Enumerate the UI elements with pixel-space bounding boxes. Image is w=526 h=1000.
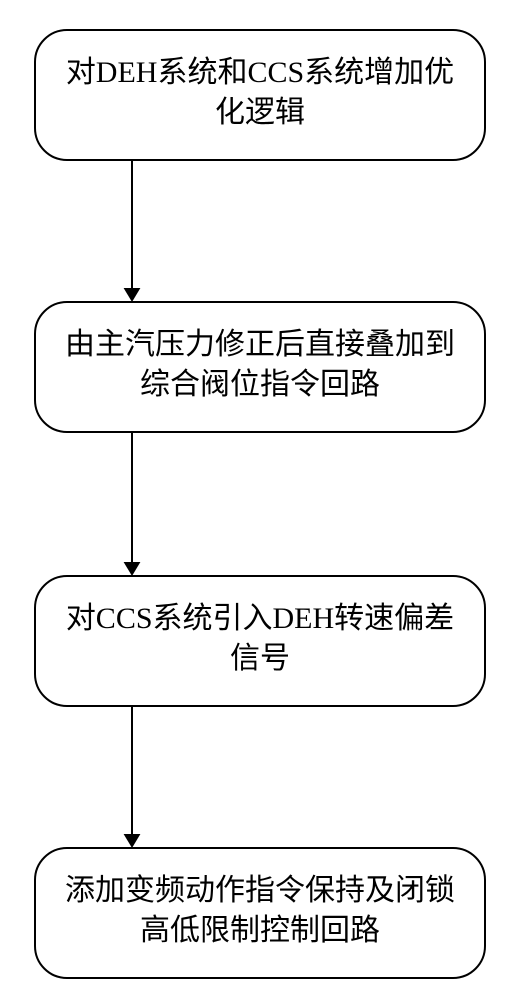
flowchart-node: 对CCS系统引入DEH转速偏差信号 xyxy=(35,576,485,706)
node-label: 由主汽压力修正后直接叠加到 xyxy=(65,328,455,361)
flowchart-node: 由主汽压力修正后直接叠加到综合阀位指令回路 xyxy=(35,302,485,432)
node-label: 添加变频动作指令保持及闭锁 xyxy=(65,874,455,907)
node-label: 对DEH系统和CCS系统增加优 xyxy=(66,56,454,89)
flowchart-node: 对DEH系统和CCS系统增加优化逻辑 xyxy=(35,30,485,160)
node-label: 高低限制控制回路 xyxy=(140,914,380,947)
node-label: 信号 xyxy=(230,642,290,675)
node-label: 对CCS系统引入DEH转速偏差 xyxy=(66,602,454,635)
edge-arrowhead xyxy=(124,834,141,848)
flowchart-node: 添加变频动作指令保持及闭锁高低限制控制回路 xyxy=(35,848,485,978)
edge-arrowhead xyxy=(124,562,141,576)
node-label: 综合阀位指令回路 xyxy=(140,368,380,401)
edge-arrowhead xyxy=(124,288,141,302)
flowchart-canvas: 对DEH系统和CCS系统增加优化逻辑由主汽压力修正后直接叠加到综合阀位指令回路对… xyxy=(0,0,526,1000)
node-label: 化逻辑 xyxy=(215,96,305,129)
